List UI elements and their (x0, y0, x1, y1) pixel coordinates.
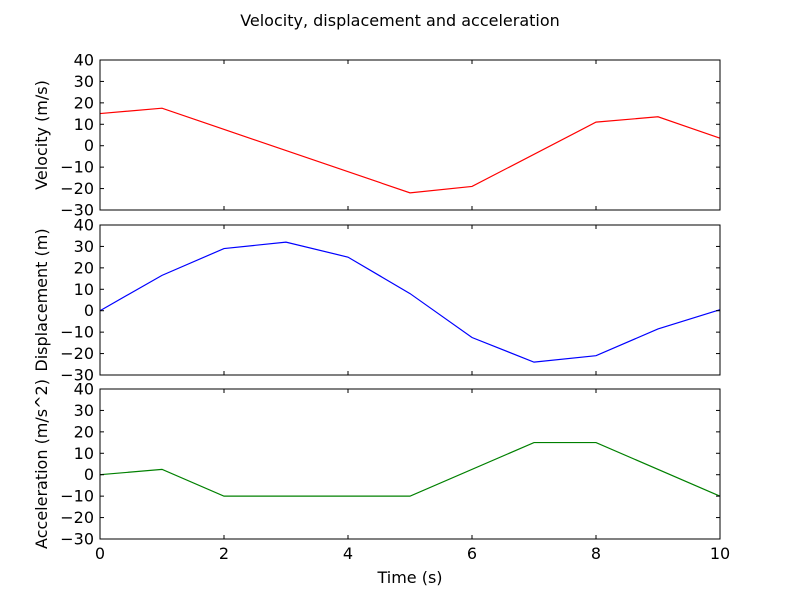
velocity-y-tick-label: 10 (74, 115, 94, 134)
displacement-y-tick-label: 0 (84, 301, 94, 320)
acceleration-y-tick-label: 40 (74, 380, 94, 399)
velocity-y-tick-label: −20 (60, 179, 94, 198)
velocity-y-tick-label: 30 (74, 72, 94, 91)
displacement-y-tick-label: −10 (60, 323, 94, 342)
velocity-y-axis-label: Velocity (m/s) (32, 80, 51, 190)
acceleration-y-tick-label: −20 (60, 508, 94, 527)
acceleration-y-tick-label: 0 (84, 465, 94, 484)
acceleration-y-axis-label: Acceleration (m/s^2) (32, 379, 51, 549)
velocity-axes-frame (99, 59, 721, 211)
displacement-y-axis-label: Displacement (m) (32, 228, 51, 371)
displacement-axes-frame (99, 224, 721, 376)
acceleration-y-tick-label: 10 (74, 444, 94, 463)
x-tick-label: 0 (95, 544, 105, 563)
displacement-y-tick-label: 20 (74, 258, 94, 277)
velocity-panel: 40 30 20 10 0 −10 −20 −30 Velocity (m/s) (32, 51, 721, 220)
velocity-y-tick-label: 40 (74, 51, 94, 70)
displacement-y-tick-label: −30 (60, 366, 94, 385)
acceleration-y-tick-label: 30 (74, 401, 94, 420)
x-tick-label: 10 (710, 544, 730, 563)
displacement-y-tick-label: 10 (74, 280, 94, 299)
velocity-y-tick-label: 20 (74, 93, 94, 112)
velocity-y-tick-label: −30 (60, 201, 94, 220)
acceleration-line (99, 441, 721, 497)
displacement-y-tick-label: 30 (74, 237, 94, 256)
velocity-y-tick-label: 0 (84, 136, 94, 155)
displacement-y-tick-label: 40 (74, 216, 94, 235)
chart-title: Velocity, displacement and acceleration (240, 11, 560, 30)
acceleration-axes-frame (99, 388, 721, 540)
acceleration-y-tick-label: −10 (60, 487, 94, 506)
velocity-line (99, 107, 721, 194)
x-tick-label: 8 (591, 544, 601, 563)
displacement-y-tick-label: −20 (60, 344, 94, 363)
x-tick-label: 4 (343, 544, 353, 563)
x-tick-label: 2 (219, 544, 229, 563)
acceleration-y-tick-label: −30 (60, 530, 94, 549)
x-tick-label: 6 (467, 544, 477, 563)
velocity-y-tick-label: −10 (60, 158, 94, 177)
displacement-panel: 40 30 20 10 0 −10 −20 −30 Displacement (m) (32, 216, 721, 385)
x-axis-label: Time (s) (376, 568, 442, 587)
acceleration-y-tick-label: 20 (74, 422, 94, 441)
displacement-line (99, 241, 721, 363)
